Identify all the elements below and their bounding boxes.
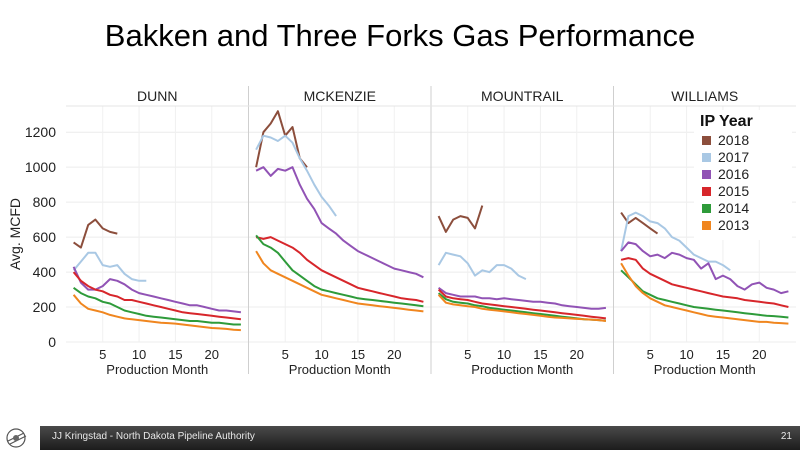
panel-title: DUNN (137, 88, 177, 104)
x-axis-label: Production Month (289, 362, 391, 377)
x-tick-label: 20 (570, 347, 584, 362)
series-line-2017 (255, 134, 337, 217)
y-tick-label: 1000 (25, 159, 56, 175)
x-tick-label: 5 (464, 347, 471, 362)
series-line-2013 (437, 294, 607, 322)
pipeline-authority-logo-icon (6, 428, 27, 448)
legend-swatch-2018 (702, 136, 711, 145)
legend-entry-2016: 2016 (718, 166, 749, 182)
legend-entry-2014: 2014 (718, 200, 749, 216)
x-tick-label: 15 (533, 347, 547, 362)
legend-entry-2015: 2015 (718, 183, 749, 199)
y-tick-label: 400 (33, 264, 57, 280)
series-line-2018 (255, 110, 308, 168)
series-line-2018 (437, 205, 484, 233)
slide-footer: JJ Kringstad - North Dakota Pipeline Aut… (0, 426, 800, 450)
series-line-2015 (72, 271, 242, 321)
series-line-2016 (72, 266, 242, 314)
series-line-2017 (620, 211, 731, 272)
x-axis-label: Production Month (654, 362, 756, 377)
panel-title: MCKENZIE (304, 88, 376, 104)
x-tick-label: 10 (314, 347, 328, 362)
legend-title: IP Year (700, 113, 753, 130)
series-line-2013 (255, 250, 424, 313)
legend-swatch-2016 (702, 170, 711, 179)
series-line-2018 (73, 218, 118, 249)
y-tick-label: 200 (33, 299, 57, 315)
legend-swatch-2013 (702, 221, 711, 230)
series-line-2013 (620, 262, 789, 325)
series-line-2016 (620, 241, 789, 295)
x-tick-label: 15 (351, 347, 365, 362)
series-line-2015 (255, 236, 424, 303)
legend-swatch-2015 (702, 187, 711, 196)
slide-title: Bakken and Three Forks Gas Performance (104, 18, 696, 53)
x-tick-label: 20 (387, 347, 401, 362)
series-line-2014 (620, 269, 789, 319)
y-tick-label: 600 (33, 229, 57, 245)
x-tick-label: 10 (132, 347, 146, 362)
x-tick-label: 5 (647, 347, 654, 362)
x-tick-label: 20 (205, 347, 219, 362)
y-axis-label: Avg. MCFD (7, 198, 23, 270)
series-line-2014 (255, 234, 424, 308)
x-tick-label: 15 (716, 347, 730, 362)
series-line-2015 (620, 257, 789, 308)
x-tick-label: 15 (168, 347, 182, 362)
legend-entry-2017: 2017 (718, 149, 749, 165)
y-tick-label: 0 (48, 334, 56, 350)
series-line-2016 (438, 286, 607, 310)
series-line-2017 (72, 251, 147, 282)
footer-author: JJ Kringstad - North Dakota Pipeline Aut… (52, 431, 255, 442)
footer-bar (40, 426, 800, 450)
legend-entry-2018: 2018 (718, 132, 749, 148)
x-tick-label: 10 (497, 347, 511, 362)
legend-swatch-2017 (702, 153, 711, 162)
x-tick-label: 10 (679, 347, 693, 362)
faceted-line-chart: Avg. MCFD 0 200 400 600 800 1000 1200 DUNN 5 10 15 2… (7, 86, 796, 377)
panel-title: WILLIAMS (671, 88, 738, 104)
page-number: 21 (780, 431, 792, 442)
x-axis-label: Production Month (471, 362, 573, 377)
x-tick-label: 5 (99, 347, 106, 362)
series-line-2015 (437, 288, 607, 320)
x-tick-label: 20 (752, 347, 766, 362)
legend-swatch-2014 (702, 204, 711, 213)
series-line-2013 (72, 294, 241, 332)
x-axis-label: Production Month (106, 362, 208, 377)
series-line-2016 (255, 166, 424, 279)
panel-title: MOUNTRAIL (481, 88, 564, 104)
series-line-2017 (437, 251, 527, 281)
panel-background (66, 106, 249, 342)
x-tick-label: 5 (282, 347, 289, 362)
y-tick-label: 1200 (25, 124, 56, 140)
legend-entry-2013: 2013 (718, 217, 749, 233)
series-line-2014 (73, 286, 241, 326)
y-tick-label: 800 (33, 194, 57, 210)
